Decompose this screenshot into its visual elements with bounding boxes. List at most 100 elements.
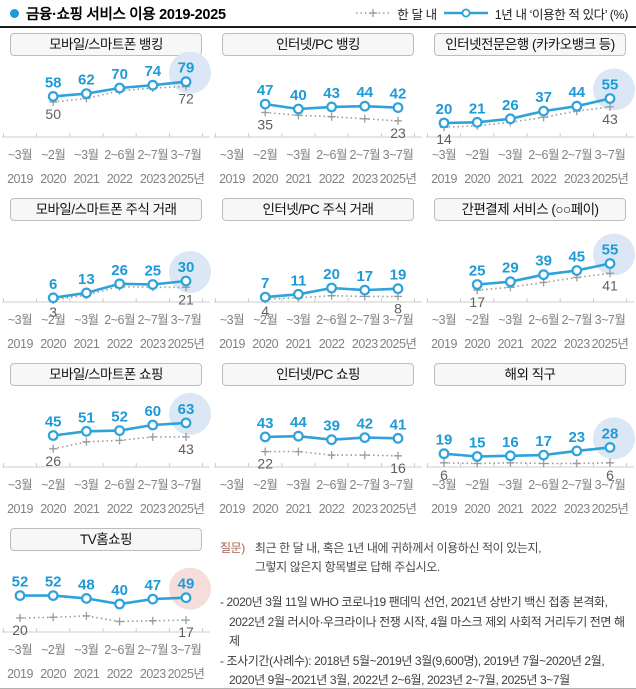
x-tick-year-label: 2021 xyxy=(285,337,311,351)
year-value-label: 17 xyxy=(535,433,552,450)
chart-legend: 한 달 내 1년 내 ‘이용한 적 있다’ (%) xyxy=(355,4,628,23)
circle-marker-icon xyxy=(47,430,59,441)
year-value-label: 15 xyxy=(469,435,486,452)
circle-marker-icon xyxy=(180,417,192,429)
x-tick-month-label: ~3월 xyxy=(74,148,98,162)
circle-marker-icon xyxy=(471,116,483,128)
x-tick-month-label: ~3월 xyxy=(74,643,98,657)
year-value-label: 26 xyxy=(502,97,519,114)
x-tick-year-label: 2019 xyxy=(219,502,245,516)
x-tick-year-label: 2019 xyxy=(431,172,457,186)
year-value-label: 7 xyxy=(261,275,269,292)
circle-marker-icon xyxy=(114,278,125,290)
chart-plot: 58 62 70 74 79 50 72 ~3월 ~2월 ~3월 2~6월 2~7월 3~7월 2019 2… xyxy=(2,51,211,186)
x-tick-month-label: ~3월 xyxy=(220,313,244,327)
plus-marker-icon xyxy=(440,458,448,467)
month-value-label: 23 xyxy=(390,125,406,141)
year-value-label: 45 xyxy=(45,414,62,431)
year-value-label: 26 xyxy=(111,262,128,279)
x-tick-year-label: 2019 xyxy=(219,337,245,351)
month-value-label: 6 xyxy=(440,467,448,483)
x-tick-month-label: ~2월 xyxy=(41,478,65,492)
charts-grid: 모바일/스마트폰 뱅킹 58 62 70 74 79 50 72 ~3월 ~2월 ~3월 2~6월 2~… xyxy=(0,28,636,688)
x-tick-month-label: ~3월 xyxy=(8,148,32,162)
x-tick-month-label: ~3월 xyxy=(74,313,98,327)
x-tick-year-label: 2021 xyxy=(73,172,99,186)
x-tick-year-label: 2023 xyxy=(140,172,166,186)
x-tick-month-label: ~2월 xyxy=(41,643,65,657)
x-tick-month-label: 3~7월 xyxy=(171,148,202,162)
circle-marker-icon xyxy=(504,276,516,288)
x-tick-month-label: 2~7월 xyxy=(137,643,168,657)
x-tick-year-label: 2022 xyxy=(531,172,557,186)
year-value-label: 6 xyxy=(49,276,57,293)
circle-marker-icon xyxy=(14,590,26,601)
x-tick-year-label: 2020 xyxy=(464,337,490,351)
plus-marker-icon xyxy=(182,432,190,441)
chart-title: 인터넷/PC 쇼핑 xyxy=(222,363,414,386)
x-tick-year-label: 2023 xyxy=(352,337,378,351)
x-tick-month-label: 2~6월 xyxy=(528,148,559,162)
month-series-line xyxy=(19,615,187,623)
circle-marker-icon xyxy=(538,269,549,281)
x-tick-month-label: 3~7월 xyxy=(171,643,202,657)
x-tick-month-label: 2~7월 xyxy=(349,478,380,492)
circle-marker-icon xyxy=(147,593,159,605)
footnote-line: - 조사기간(사례수): 2018년 5월~2019년 3월(9,600명), … xyxy=(220,653,605,668)
chart-card: 모바일/스마트폰 쇼핑 45 51 52 60 63 26 43 ~3월 ~2월 ~3월 2~6월 2~… xyxy=(0,358,212,523)
x-tick-year-label: 2022 xyxy=(107,667,133,681)
year-value-label: 42 xyxy=(356,416,373,433)
x-tick-month-label: 2~7월 xyxy=(561,313,592,327)
chart-card: 모바일/스마트폰 주식 거래 6 13 26 25 30 3 21 ~3월 ~2월 ~3월 2~6월 2… xyxy=(0,193,212,358)
x-tick-year-label: 2022 xyxy=(107,172,133,186)
x-tick-year-label: 2025년 xyxy=(168,172,205,186)
circle-marker-icon xyxy=(180,275,192,287)
chart-card: 인터넷/PC 주식 거래 7 11 20 17 19 4 8 ~3월 ~2월 ~3월 2~6월 2~7월… xyxy=(212,193,424,358)
x-tick-year-label: 2019 xyxy=(7,502,33,516)
x-tick-month-label: ~2월 xyxy=(253,148,277,162)
year-value-label: 55 xyxy=(602,77,619,94)
plus-marker-icon xyxy=(115,436,124,445)
plus-marker-icon xyxy=(82,611,91,620)
x-tick-year-label: 2021 xyxy=(497,337,523,351)
chart-card: 모바일/스마트폰 뱅킹 58 62 70 74 79 50 72 ~3월 ~2월 ~3월 2~6월 2~… xyxy=(0,28,212,193)
x-tick-year-label: 2025년 xyxy=(380,337,417,351)
year-value-label: 16 xyxy=(502,434,519,451)
chart-card: 인터넷/PC 쇼핑 43 44 39 42 41 22 16 ~3월 ~2월 ~3월 2~6월 2~7월… xyxy=(212,358,424,523)
x-tick-month-label: ~3월 xyxy=(74,478,98,492)
year-series-line xyxy=(443,97,611,125)
page-title: 금융·쇼핑 서비스 이용 2019-2025 xyxy=(26,6,226,23)
year-value-label: 20 xyxy=(436,101,453,118)
year-value-label: 19 xyxy=(390,267,407,284)
x-tick-month-label: 2~6월 xyxy=(528,313,559,327)
x-tick-month-label: 3~7월 xyxy=(171,313,202,327)
x-tick-month-label: 2~6월 xyxy=(316,148,347,162)
month-value-label: 26 xyxy=(45,453,61,469)
circle-marker-icon xyxy=(180,592,192,604)
circle-marker-icon xyxy=(259,431,271,443)
x-tick-year-label: 2025년 xyxy=(168,667,205,681)
month-value-label: 3 xyxy=(49,304,57,320)
plus-marker-icon xyxy=(327,451,336,460)
x-tick-month-label: 2~7월 xyxy=(137,313,168,327)
plus-marker-icon xyxy=(606,458,614,467)
x-tick-year-label: 2021 xyxy=(73,667,99,681)
year-value-label: 25 xyxy=(469,263,486,280)
x-tick-month-label: 2~6월 xyxy=(104,643,135,657)
plus-marker-icon xyxy=(360,451,369,460)
x-tick-year-label: 2025년 xyxy=(380,172,417,186)
plus-marker-icon xyxy=(49,444,58,453)
x-tick-year-label: 2020 xyxy=(252,172,278,186)
x-tick-month-label: ~3월 xyxy=(220,148,244,162)
plus-marker-icon xyxy=(261,447,270,456)
x-tick-year-label: 2019 xyxy=(219,172,245,186)
month-value-label: 8 xyxy=(394,300,402,316)
x-tick-year-label: 2023 xyxy=(564,172,590,186)
month-value-label: 20 xyxy=(12,622,28,638)
x-tick-year-label: 2023 xyxy=(140,667,166,681)
question-notes-block: 질문) 최근 한 달 내, 혹은 1년 내에 귀하께서 이용하신 적이 있는지, 그… xyxy=(212,523,636,688)
year-value-label: 37 xyxy=(535,89,552,106)
year-value-label: 58 xyxy=(45,74,62,91)
